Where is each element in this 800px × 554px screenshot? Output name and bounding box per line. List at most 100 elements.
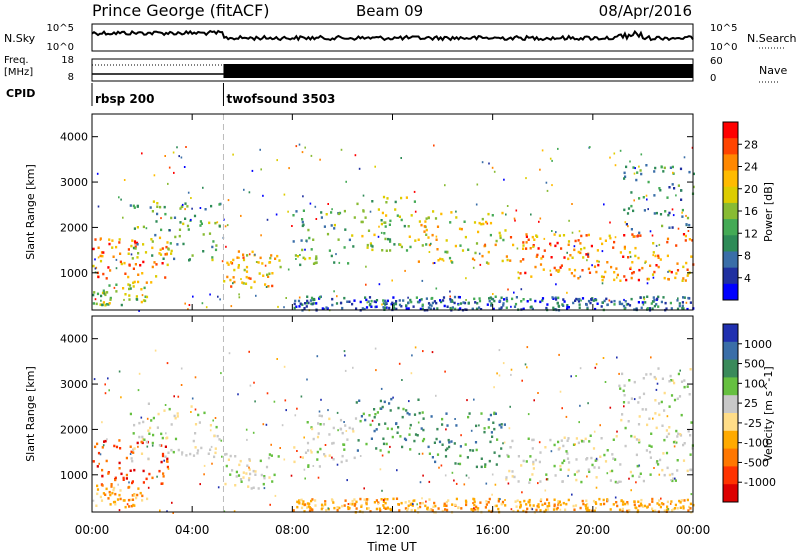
velocity-cell [132,451,135,454]
power-cell [487,262,490,265]
power-cell [377,208,380,211]
power-cell [94,258,96,261]
power-cell [555,298,558,301]
power-cell [115,245,118,249]
velocity-cell [597,466,601,469]
power-cell [502,304,505,307]
power-cell [302,209,305,212]
power-cell [310,302,313,306]
power-cell [482,222,485,226]
power-cell [211,258,214,262]
power-cell [199,220,202,223]
power-cell [151,210,154,213]
velocity-cell [346,438,349,441]
velocity-cell [491,435,494,438]
power-cell [232,258,235,262]
freq-label-line2: [MHz] [4,67,33,78]
velocity-cell [519,506,522,509]
velocity-cell [119,497,122,501]
velocity-cell [615,501,618,504]
power-cell [636,171,639,174]
power-cell [133,280,136,284]
velocity-cell [233,510,236,513]
velocity-cell [623,384,626,387]
velocity-cell [450,440,453,443]
nave-right-tick-top: 60 [710,56,723,67]
power-cell [682,296,685,299]
power-cell [477,230,480,234]
velocity-cell [642,479,645,483]
velocity-cell [507,482,510,485]
velocity-cell [630,434,633,438]
power-cell [458,227,462,231]
power-cell [554,244,557,248]
power-cell [250,286,253,289]
velocity-cell [657,463,660,466]
power-cell [205,306,208,309]
freq-left-tick-bottom: 8 [68,72,74,83]
velocity-cell [622,401,626,404]
velocity-cell [688,505,691,509]
velocity-colorbar-frame [722,323,739,503]
velocity-cell [373,416,376,419]
velocity-cell [565,415,568,418]
velocity-cell [391,435,394,439]
power-cell [613,278,616,282]
velocity-cell [559,468,562,471]
power-cell [224,225,227,228]
velocity-cell [654,509,657,512]
velocity-cell [532,438,535,442]
velocity-cell [421,439,425,443]
power-cell [668,269,671,273]
velocity-cell [475,448,478,452]
velocity-cell [177,395,180,398]
velocity-cell [157,412,160,416]
velocity-cell [665,451,669,455]
velocity-cell [680,413,683,417]
velocity-cell [281,424,284,427]
velocity-cell [670,394,674,397]
velocity-cell [419,481,422,484]
velocity-cell [126,503,129,506]
power-colorbar-tick-label: 8 [744,250,751,263]
power-cell [92,247,95,251]
power-cell [299,302,302,305]
power-cell [677,184,680,187]
velocity-cell [654,399,657,402]
velocity-cell [575,437,578,440]
velocity-cell [451,503,454,506]
power-cell [554,308,557,311]
power-cell [541,255,545,258]
power-cell [111,246,114,249]
velocity-cell [679,369,681,372]
power-cell [464,235,467,239]
velocity-cell [137,389,140,392]
velocity-cell [622,500,625,504]
velocity-cell [574,443,576,446]
power-cell [136,298,139,301]
power-cell [243,268,246,272]
velocity-cell [683,442,686,445]
power-ytick-label: 2000 [60,221,88,234]
velocity-cell [304,451,308,454]
velocity-cell [618,508,622,512]
velocity-cell [604,460,608,463]
velocity-cell [525,460,528,463]
power-cell [315,255,318,258]
velocity-cell [587,468,590,471]
velocity-cell [417,421,420,424]
power-cell [650,302,653,305]
nave-right-tick-bottom: 0 [710,73,716,84]
velocity-cell [466,399,468,402]
velocity-cell [220,439,223,442]
power-cell [345,180,347,183]
x-tick-label: 12:00 [375,523,410,537]
power-cell [247,276,250,280]
velocity-cell [106,438,108,441]
power-cell [106,291,109,294]
x-tick-label: 00:00 [75,523,110,537]
velocity-cell [407,504,410,507]
power-cell [182,242,185,246]
power-cell [388,238,392,241]
velocity-cell [131,480,134,483]
